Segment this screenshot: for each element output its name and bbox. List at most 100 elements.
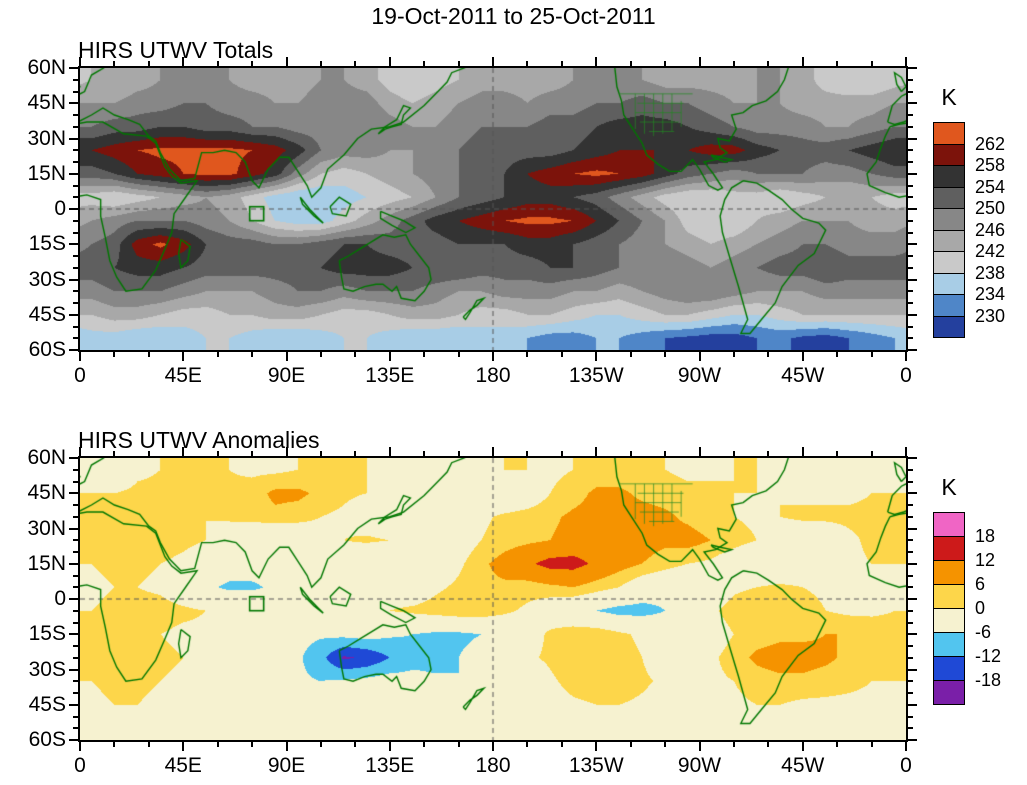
lon-tick	[147, 61, 150, 66]
lat-tick	[73, 325, 78, 328]
lat-tick	[73, 125, 78, 128]
lon-tick-label: 45W	[781, 364, 825, 387]
lat-tick	[908, 492, 917, 495]
colorbar-segment	[933, 272, 965, 295]
colorbar-segment	[933, 536, 965, 561]
colorbar-segment	[933, 229, 965, 252]
lat-tick	[908, 633, 917, 636]
lat-tick	[73, 645, 78, 647]
lon-tick	[836, 352, 839, 357]
lat-tick-label: 60S	[28, 728, 66, 751]
lon-tick	[79, 352, 81, 361]
lon-tick	[457, 352, 460, 357]
lon-tick	[870, 61, 873, 66]
lat-tick	[908, 680, 913, 683]
lat-tick	[69, 137, 78, 140]
lat-tick	[73, 302, 78, 304]
lat-tick	[908, 727, 913, 730]
lat-tick-label: 15S	[28, 622, 66, 646]
lat-tick	[908, 161, 913, 163]
lat-tick	[908, 149, 913, 152]
lon-tick	[147, 451, 150, 456]
lon-tick	[905, 742, 907, 751]
lon-tick	[801, 447, 804, 456]
colorbar-segment	[933, 122, 965, 145]
lat-tick	[73, 468, 78, 471]
lon-tick	[836, 742, 839, 747]
lon-tick	[629, 61, 632, 66]
lat-tick-label: 30S	[28, 267, 66, 291]
lon-tick	[664, 451, 667, 456]
lat-tick	[73, 196, 78, 199]
lat-tick-label: 30S	[28, 657, 66, 681]
map-canvas-anomalies	[78, 456, 908, 742]
lon-tick-label: 135E	[365, 364, 415, 387]
figure-title: 19-Oct-2011 to 25-Oct-2011	[371, 3, 656, 29]
lat-tick	[908, 656, 913, 659]
lat-tick	[73, 692, 78, 694]
lon-tick	[492, 742, 494, 751]
panel-title-anomalies: HIRS UTWV Anomalies	[78, 427, 320, 453]
lon-tick	[216, 352, 219, 357]
colorbar-segment	[933, 294, 965, 317]
lon-tick	[560, 61, 563, 66]
lat-tick-label: 45N	[27, 481, 66, 505]
lat-tick-label: 60S	[28, 338, 66, 361]
lon-tick	[388, 57, 391, 66]
lon-tick	[629, 742, 632, 747]
lon-tick	[79, 447, 81, 456]
lon-tick	[319, 61, 322, 66]
lat-tick	[69, 313, 78, 316]
lon-tick-label: 135E	[365, 754, 415, 777]
lat-tick-label: 0	[54, 587, 66, 610]
lat-tick	[908, 457, 917, 459]
lat-tick	[908, 739, 917, 741]
colorbar-tick-label: 238	[975, 262, 1006, 283]
lat-tick	[73, 680, 78, 683]
colorbar-segment	[933, 584, 965, 609]
lat-tick	[908, 313, 917, 316]
lon-tick	[79, 57, 81, 66]
lon-tick	[113, 352, 116, 357]
lon-tick	[629, 352, 632, 357]
lon-tick	[870, 451, 873, 456]
lon-tick	[732, 61, 735, 66]
lon-tick	[285, 742, 288, 751]
lon-tick	[354, 61, 357, 66]
lat-tick	[73, 149, 78, 152]
lat-tick	[73, 161, 78, 163]
lat-tick	[69, 527, 78, 530]
lon-tick	[767, 451, 770, 456]
lon-tick	[629, 451, 632, 456]
lat-tick	[69, 739, 78, 741]
lat-tick	[908, 692, 913, 694]
colorbar-tick-label: 12	[975, 550, 996, 570]
lat-tick	[69, 562, 78, 565]
lat-tick	[908, 645, 913, 647]
lon-tick	[664, 352, 667, 357]
lat-tick	[73, 715, 78, 718]
colorbar-tick-label: 246	[975, 219, 1006, 240]
colorbar-segment	[933, 186, 965, 209]
lon-tick	[354, 352, 357, 357]
lat-tick	[69, 457, 78, 459]
colorbar-segment	[933, 680, 965, 705]
lon-tick-label: 0	[74, 754, 86, 777]
lat-tick	[908, 480, 913, 483]
lon-tick	[560, 742, 563, 747]
lat-tick	[908, 349, 917, 351]
lon-tick	[560, 451, 563, 456]
lat-tick-label: 15N	[27, 161, 66, 185]
lon-tick	[182, 742, 185, 751]
lat-tick	[908, 668, 917, 671]
lon-tick-label: 180	[475, 754, 511, 777]
lon-tick	[388, 447, 391, 456]
lat-tick-label: 30N	[27, 516, 66, 540]
colorbar-segment	[933, 656, 965, 681]
lat-tick	[908, 468, 913, 471]
lon-tick	[319, 352, 322, 357]
lat-tick-label: 15S	[28, 232, 66, 256]
lat-tick	[908, 609, 913, 612]
lon-tick	[113, 61, 116, 66]
